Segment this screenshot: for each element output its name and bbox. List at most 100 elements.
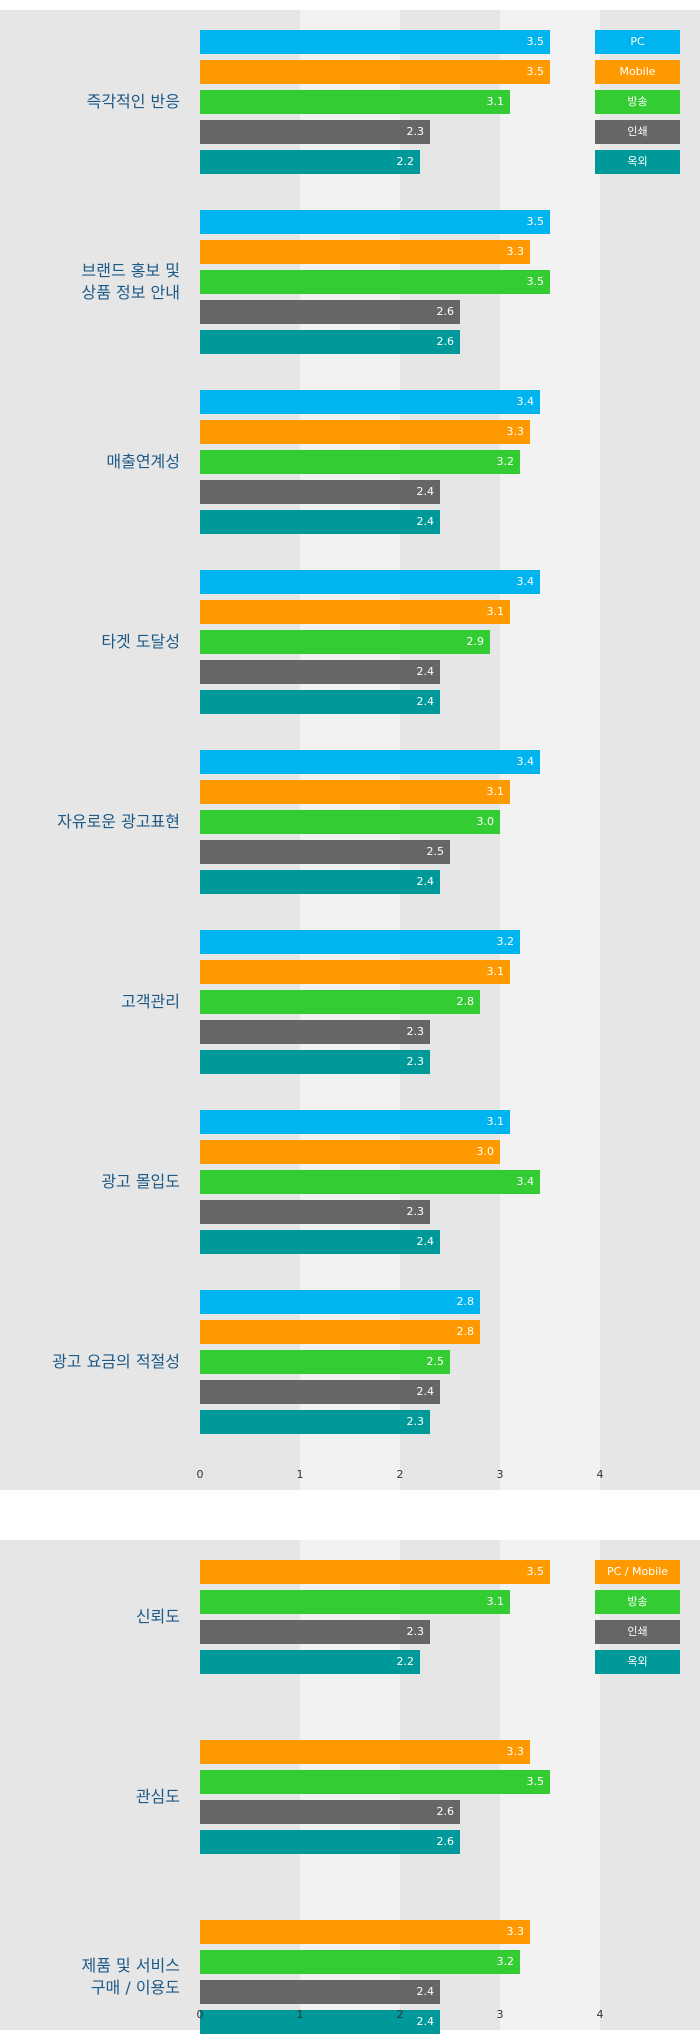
bar	[200, 330, 460, 354]
bar-value-label: 2.4	[416, 1235, 435, 1248]
bar-value-label: 2.3	[406, 1205, 425, 1218]
legend-item: 인쇄	[595, 1620, 680, 1644]
bar	[200, 480, 440, 504]
category-label: 브랜드 홍보 및 상품 정보 안내	[81, 261, 181, 302]
x-tick-label: 0	[196, 1468, 204, 1481]
bar	[200, 1830, 460, 1854]
x-tick-label: 2	[396, 1468, 404, 1481]
bar	[200, 1650, 420, 1674]
x-tick-label: 0	[196, 2008, 204, 2021]
bar-value-label: 2.4	[416, 2015, 435, 2028]
bar	[200, 1410, 430, 1434]
legend-item: 방송	[595, 1590, 680, 1614]
category-label: 제품 및 서비스 구매 / 이용도	[81, 1956, 181, 1997]
bar	[200, 1380, 440, 1404]
x-tick-label: 3	[496, 1468, 504, 1481]
bar	[200, 690, 440, 714]
bar	[200, 1560, 550, 1584]
bar	[200, 870, 440, 894]
bar-value-label: 2.4	[416, 665, 435, 678]
bar	[200, 810, 500, 834]
bar	[200, 1170, 540, 1194]
bar-value-label: 3.5	[526, 65, 545, 78]
bar-value-label: 2.6	[436, 305, 455, 318]
category-label: 관심도	[135, 1787, 180, 1806]
bar-value-label: 3.3	[506, 425, 525, 438]
bar-value-label: 2.8	[456, 1325, 475, 1338]
bar-value-label: 3.5	[526, 1775, 545, 1788]
bar	[200, 1140, 500, 1164]
bar	[200, 570, 540, 594]
bar	[200, 90, 510, 114]
bar	[200, 390, 540, 414]
x-tick-label: 3	[496, 2008, 504, 2021]
legend-item: PC	[595, 30, 680, 54]
bar-value-label: 2.2	[396, 1655, 415, 1668]
chart-panel-2: 신뢰도 3.5 3.1 2.3 2.2 관심도 3.3 3.5 2.6 2.6 제품 및 서비스 구…	[0, 1540, 700, 2034]
category-label: 매출연계성	[106, 452, 180, 471]
bar	[200, 600, 510, 624]
bar-value-label: 3.2	[496, 1955, 515, 1968]
bar	[200, 780, 510, 804]
bar	[200, 1290, 480, 1314]
bar-value-label: 2.4	[416, 695, 435, 708]
bar	[200, 1230, 440, 1254]
x-tick-label: 4	[596, 1468, 604, 1481]
bar	[200, 750, 540, 774]
bar-value-label: 3.4	[516, 755, 535, 768]
bar	[200, 930, 520, 954]
category-label: 타겟 도달성	[101, 632, 180, 651]
bar-value-label: 3.5	[526, 275, 545, 288]
bar-value-label: 2.2	[396, 155, 415, 168]
x-tick-label: 4	[596, 2008, 604, 2021]
category-label: 광고 몰입도	[101, 1172, 180, 1191]
bar	[200, 300, 460, 324]
legend-item: 옥외	[595, 1650, 680, 1674]
bar-value-label: 3.2	[496, 935, 515, 948]
bar-value-label: 2.4	[416, 515, 435, 528]
bar	[200, 990, 480, 1014]
bar	[200, 1740, 530, 1764]
bar	[200, 420, 530, 444]
bar-value-label: 3.0	[476, 1145, 495, 1158]
bar	[200, 1200, 430, 1224]
bar	[200, 60, 550, 84]
bar-value-label: 3.4	[516, 395, 535, 408]
bar-value-label: 3.1	[486, 965, 505, 978]
x-tick-label: 1	[296, 1468, 304, 1481]
bar-value-label: 3.3	[506, 245, 525, 258]
bar	[200, 510, 440, 534]
bar-value-label: 2.9	[466, 635, 485, 648]
bar-value-label: 3.5	[526, 1565, 545, 1578]
bar-value-label: 3.0	[476, 815, 495, 828]
category-label: 광고 요금의 적절성	[52, 1352, 180, 1371]
bar-value-label: 2.3	[406, 1415, 425, 1428]
bar-value-label: 2.6	[436, 1835, 455, 1848]
category-label: 자유로운 광고표현	[57, 812, 180, 831]
bar-value-label: 2.6	[436, 335, 455, 348]
category-label: 고객관리	[121, 992, 180, 1011]
bar-value-label: 2.3	[406, 1055, 425, 1068]
bar	[200, 1350, 450, 1374]
bar-value-label: 2.8	[456, 995, 475, 1008]
bar	[200, 270, 550, 294]
x-tick-label: 1	[296, 2008, 304, 2021]
bar	[200, 1800, 460, 1824]
bar	[200, 1320, 480, 1344]
bar	[200, 630, 490, 654]
bar-value-label: 2.3	[406, 125, 425, 138]
bar-value-label: 2.4	[416, 1385, 435, 1398]
bar-value-label: 2.3	[406, 1025, 425, 1038]
bar-value-label: 3.3	[506, 1745, 525, 1758]
legend-item: PC / Mobile	[595, 1560, 680, 1584]
bar	[200, 960, 510, 984]
bar-value-label: 3.1	[486, 605, 505, 618]
bar-value-label: 2.5	[426, 845, 445, 858]
bar-value-label: 2.3	[406, 1625, 425, 1638]
bar	[200, 240, 530, 264]
bar	[200, 210, 550, 234]
bar-value-label: 3.5	[526, 35, 545, 48]
bar-value-label: 3.1	[486, 1595, 505, 1608]
bar-value-label: 3.4	[516, 575, 535, 588]
chart-panel-1: 즉각적인 반응 3.5 3.5 3.1 2.3 2.2 브랜드 홍보 및 상품 정보 안내 3…	[0, 10, 700, 1490]
